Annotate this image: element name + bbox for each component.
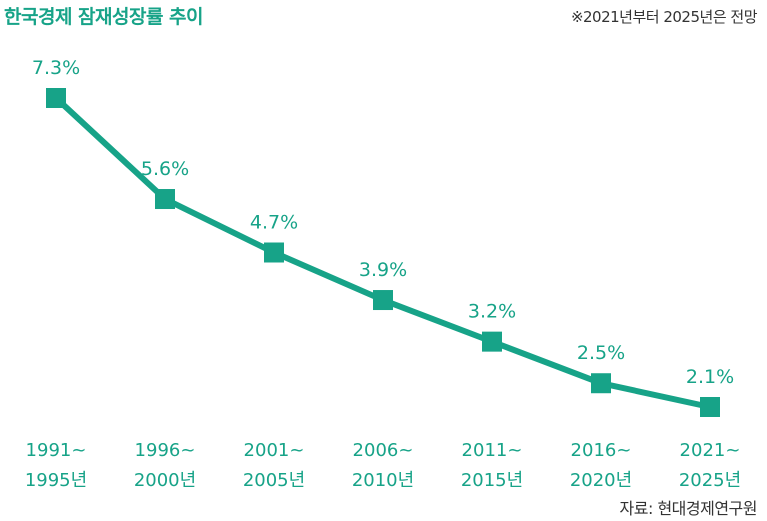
x-tick-label: 1996~: [135, 440, 196, 461]
x-tick-label: 2020년: [570, 470, 632, 491]
data-point-marker: [591, 373, 611, 394]
x-tick-label: 1995년: [25, 470, 87, 491]
x-tick-label: 2005년: [243, 470, 305, 491]
data-value-label: 5.6%: [141, 158, 189, 180]
data-point-marker: [46, 88, 66, 108]
x-tick-label: 2011~: [462, 440, 523, 461]
x-tick-label: 2001~: [244, 440, 305, 461]
data-value-label: 7.3%: [32, 57, 80, 79]
x-tick-label: 2010년: [352, 470, 414, 491]
data-point-marker: [373, 290, 393, 311]
data-point-marker: [155, 189, 175, 210]
data-value-label: 3.9%: [359, 259, 407, 281]
source-label: 자료: 현대경제연구원: [619, 499, 758, 518]
x-tick-label: 1991~: [26, 440, 87, 461]
x-tick-label: 2006~: [353, 440, 414, 461]
x-tick-label: 2016~: [571, 440, 632, 461]
forecast-note: ※2021년부터 2025년은 전망: [570, 8, 758, 26]
data-value-label: 2.1%: [686, 366, 734, 388]
chart-title: 한국경제 잠재성장률 추이: [4, 6, 204, 28]
data-point-marker: [264, 242, 284, 263]
x-tick-label: 2000년: [134, 470, 196, 491]
x-tick-label: 2015년: [461, 470, 523, 491]
data-point-marker: [482, 331, 502, 352]
data-value-label: 2.5%: [577, 342, 625, 364]
data-point-marker: [700, 397, 720, 417]
x-tick-label: 2025년: [679, 470, 741, 491]
data-value-label: 3.2%: [468, 301, 516, 323]
data-value-label: 4.7%: [250, 212, 298, 234]
x-tick-label: 2021~: [680, 440, 741, 461]
